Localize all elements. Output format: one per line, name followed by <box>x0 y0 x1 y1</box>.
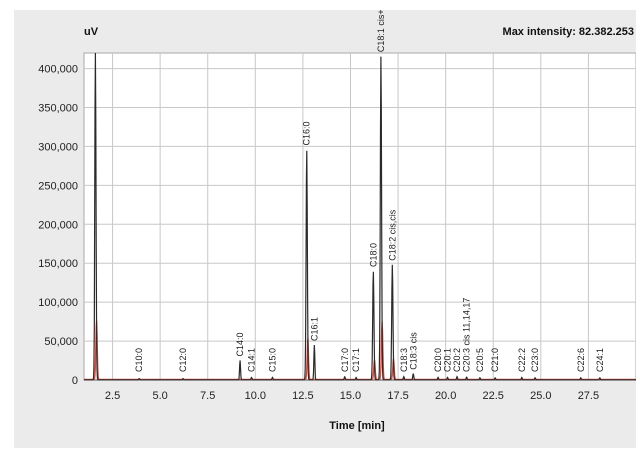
peak-label: C18:2 cis,cis <box>387 209 397 261</box>
peak-label: C18:1 cis+trans <box>376 10 386 52</box>
x-tick-label: 25.0 <box>530 390 551 402</box>
y-tick-label: 200,000 <box>38 219 78 231</box>
y-tick-label: 150,000 <box>38 258 78 270</box>
peak-label: C20:2 <box>452 348 462 372</box>
peak-label: C17:1 <box>351 348 361 372</box>
x-tick-label: 20.0 <box>435 390 456 402</box>
peak-label: C12:0 <box>178 348 188 372</box>
peak-label: C23:0 <box>530 348 540 372</box>
y-axis-label: uV <box>84 26 99 38</box>
peak-label: C16:1 <box>309 317 319 341</box>
plot-area <box>83 52 636 381</box>
x-tick-label: 12.5 <box>292 390 313 402</box>
x-tick-label: 7.5 <box>200 390 215 402</box>
y-tick-label: 50,000 <box>44 336 78 348</box>
peak-label: C18:3 cis <box>408 332 418 370</box>
max-intensity-annotation: Max intensity: 82.382.253 <box>503 26 634 38</box>
peak-label: C21:0 <box>490 348 500 372</box>
y-tick-label: 350,000 <box>38 103 78 115</box>
chromatogram-traces <box>84 52 636 381</box>
peak-label: C20:0 <box>433 348 443 372</box>
peak-label: C16:0 <box>302 122 312 146</box>
peak-label: C17:0 <box>340 348 350 372</box>
y-tick-label: 0 <box>72 375 78 387</box>
x-tick-label: 17.5 <box>387 390 408 402</box>
peak-label: C20:5 <box>475 348 485 372</box>
peak-label: C18:3 <box>399 348 409 372</box>
x-tick-label: 27.5 <box>578 390 599 402</box>
y-tick-label: 400,000 <box>38 64 78 76</box>
y-tick-labels: 0 50,000 100,000 150,000 200,000 250,000 300,0… <box>38 64 78 387</box>
x-tick-label: 2.5 <box>105 390 120 402</box>
grid-lines <box>84 53 636 381</box>
y-tick-label: 250,000 <box>38 180 78 192</box>
peak-label: C10:0 <box>134 348 144 372</box>
peak-label: C18:0 <box>368 243 378 267</box>
peak-label: C22:2 <box>517 348 527 372</box>
x-axis-label: Time [min] <box>329 420 385 432</box>
peak-label: C14:0 <box>235 333 245 357</box>
peak-label: C22:6 <box>576 348 586 372</box>
x-tick-label: 5.0 <box>152 390 167 402</box>
x-tick-label: 15.0 <box>340 390 361 402</box>
peak-label: C15:0 <box>267 348 277 372</box>
x-tick-labels: 2.5 5.0 7.5 10.0 12.5 15.0 17.5 20.0 22.5 25.0 27.… <box>105 390 599 402</box>
peak-label: C20:3 cis 11,14,17 <box>462 298 472 372</box>
sample-trace-line <box>84 52 636 381</box>
y-tick-label: 300,000 <box>38 141 78 153</box>
peak-label: C24:1 <box>595 348 605 372</box>
x-tick-label: 22.5 <box>483 390 504 402</box>
peak-label: C20:1 <box>443 348 453 372</box>
peak-label: C14:1 <box>247 348 257 372</box>
y-tick-label: 100,000 <box>38 297 78 309</box>
x-tick-label: 10.0 <box>245 390 266 402</box>
chart-frame: 0 50,000 100,000 150,000 200,000 250,000 300,0… <box>14 10 636 448</box>
chromatogram-chart: 0 50,000 100,000 150,000 200,000 250,000 300,0… <box>38 10 636 432</box>
